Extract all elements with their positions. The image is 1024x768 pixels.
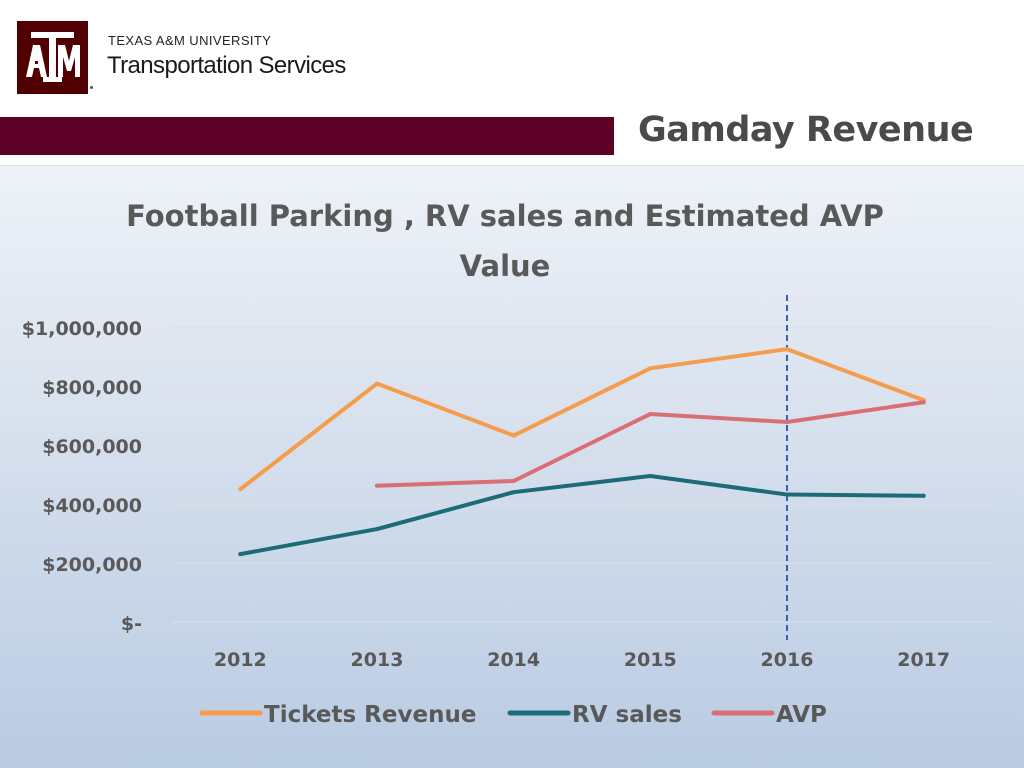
chart-title-line-1: Football Parking , RV sales and Estimate… [126,199,884,233]
y-tick-label: $600,000 [42,436,142,458]
x-tick-label: 2013 [351,649,404,671]
x-tick-label: 2016 [761,649,814,671]
data-point [375,483,379,488]
data-point [785,492,789,497]
legend-label: Tickets Revenue [264,702,476,728]
series-line-rv-sales [238,473,926,557]
slide-title: Gamday Revenue [638,110,974,150]
x-tick-label: 2012 [214,649,267,671]
gridlines [172,326,992,623]
header-accent-bar [0,117,614,155]
data-point [375,527,379,532]
data-point [238,552,243,557]
data-point [511,478,516,483]
data-point [511,433,516,438]
y-tick-label: $800,000 [42,377,142,399]
atm-logo-icon [26,32,80,82]
department-name: Transportation Services [107,52,346,79]
data-point [648,366,653,371]
series-lines [238,347,926,557]
data-point [648,412,653,417]
x-tick-label: 2015 [624,649,677,671]
x-tick-label: 2014 [487,649,540,671]
tamu-logo [17,21,88,94]
chart-panel: Football Parking , RV sales and Estimate… [0,165,1024,768]
y-axis-labels: $- $200,000 $400,000 $600,000 $800,000 $1,000… [22,318,142,635]
data-point [921,400,926,405]
line-chart: Football Parking , RV sales and Estimate… [22,199,992,728]
x-axis-labels: 2012 2013 2014 2015 2016 2017 [214,649,950,671]
data-point [511,490,516,495]
y-tick-label: $200,000 [42,554,142,576]
data-point [785,419,789,424]
data-point [375,381,379,386]
y-tick-label: $400,000 [42,495,142,517]
data-point [921,493,926,498]
y-tick-label: $- [121,613,142,635]
legend-label: RV sales [572,702,682,728]
legend-label: AVP [776,702,827,728]
data-point [648,473,653,478]
series-line-tickets-revenue [238,347,926,492]
x-tick-label: 2017 [897,649,950,671]
legend: Tickets Revenue RV sales AVP [199,702,827,728]
y-tick-label: $1,000,000 [22,318,142,340]
university-name: TEXAS A&M UNIVERSITY [108,33,272,48]
chart-title-line-2: Value [460,249,551,283]
logo-registered-mark [90,86,93,89]
data-point [238,487,243,492]
data-point [785,347,789,352]
